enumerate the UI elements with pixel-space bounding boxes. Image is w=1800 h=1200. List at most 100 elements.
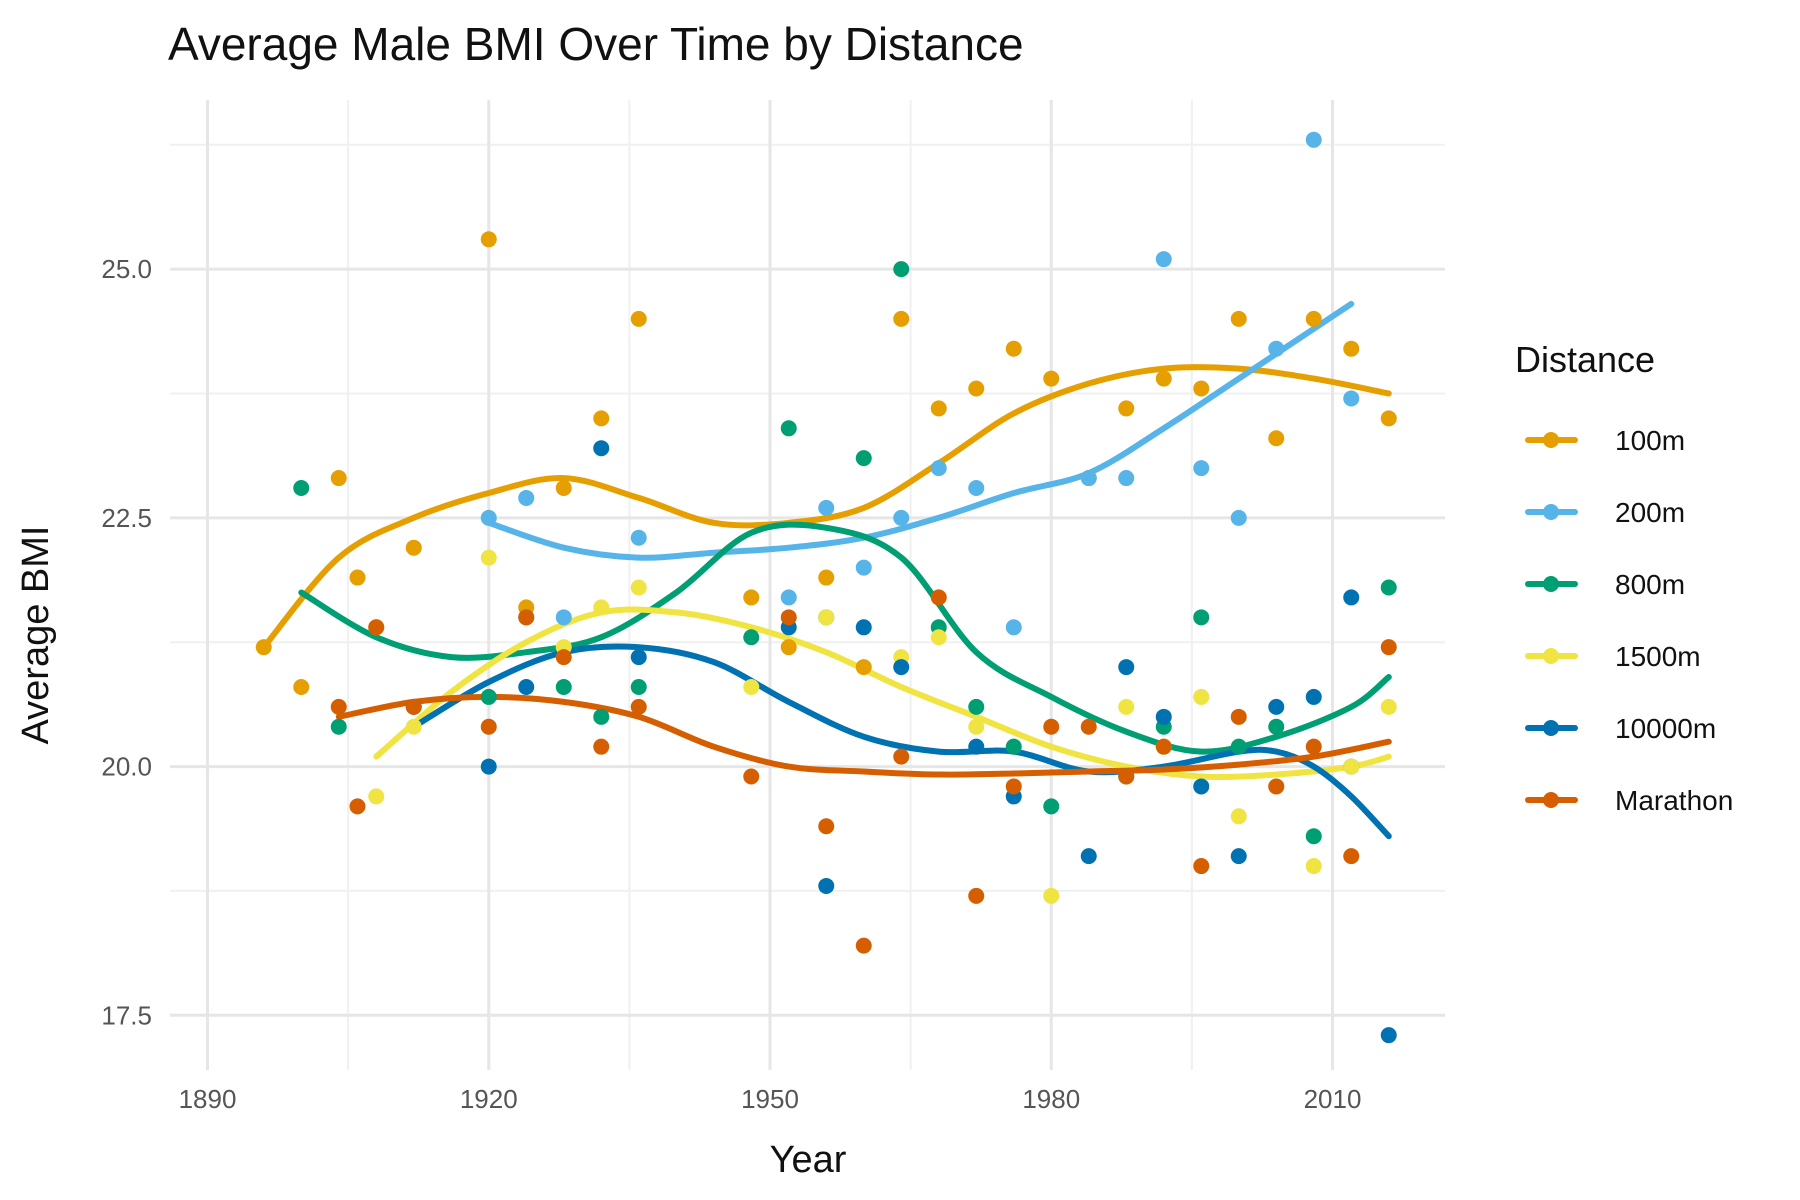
data-point-100m — [1268, 430, 1285, 447]
data-point-10000m — [1268, 698, 1285, 715]
series-marathon-points — [330, 589, 1397, 954]
trend-line-800m — [298, 521, 1392, 755]
data-point-100m — [1380, 410, 1397, 427]
data-point-200m — [780, 589, 797, 606]
legend-marker-marathon — [1543, 792, 1559, 808]
data-point-800m — [968, 698, 985, 715]
data-point-200m — [555, 609, 572, 626]
data-point-10000m — [893, 659, 910, 676]
data-point-marathon — [780, 609, 797, 626]
legend-item-100m: 100m — [1525, 425, 1685, 456]
trend-lines — [260, 300, 1392, 840]
data-point-200m — [1080, 470, 1097, 487]
data-point-800m — [293, 480, 310, 496]
data-point-marathon — [1343, 848, 1360, 865]
data-points — [255, 131, 1397, 1044]
data-point-200m — [630, 529, 647, 546]
data-point-marathon — [818, 818, 835, 835]
legend-item-marathon: Marathon — [1525, 785, 1733, 816]
data-point-1500m — [1193, 688, 1210, 705]
data-point-100m — [293, 678, 310, 695]
data-point-100m — [893, 310, 910, 327]
data-point-marathon — [1043, 718, 1060, 735]
data-point-1500m — [818, 609, 835, 626]
data-point-100m — [349, 569, 366, 586]
data-point-800m — [743, 629, 760, 646]
data-point-1500m — [593, 599, 610, 616]
data-point-800m — [1005, 738, 1022, 755]
data-point-1500m — [743, 678, 760, 695]
data-point-200m — [518, 489, 535, 506]
data-point-1500m — [630, 579, 647, 596]
data-point-10000m — [855, 619, 872, 636]
legend-label-200m: 200m — [1615, 497, 1685, 528]
data-point-10000m — [1193, 778, 1210, 795]
data-point-100m — [330, 470, 347, 487]
legend-label-10000m: 10000m — [1615, 713, 1716, 744]
data-point-100m — [480, 231, 497, 248]
data-point-1500m — [1305, 858, 1322, 875]
data-point-10000m — [518, 678, 535, 695]
data-point-100m — [1305, 310, 1322, 327]
y-tick-label: 20.0 — [101, 752, 152, 782]
data-point-800m — [1043, 798, 1060, 815]
legend-marker-800m — [1543, 576, 1559, 592]
x-tick-label: 2010 — [1304, 1084, 1362, 1114]
x-tick-label: 1950 — [741, 1084, 799, 1114]
data-point-100m — [1005, 340, 1022, 357]
data-point-800m — [780, 420, 797, 437]
data-point-marathon — [968, 887, 985, 904]
legend-label-marathon: Marathon — [1615, 785, 1733, 816]
trend-line-10000m — [410, 643, 1392, 840]
data-point-100m — [405, 539, 422, 556]
data-point-marathon — [743, 768, 760, 785]
data-point-1500m — [480, 549, 497, 566]
data-point-10000m — [1155, 708, 1172, 725]
data-point-marathon — [630, 698, 647, 715]
legend-marker-200m — [1543, 504, 1559, 520]
legend-marker-10000m — [1543, 720, 1559, 736]
data-point-10000m — [1343, 589, 1360, 606]
data-point-marathon — [1193, 858, 1210, 875]
y-tick-label: 17.5 — [101, 1000, 152, 1030]
data-point-200m — [1155, 251, 1172, 268]
data-point-10000m — [480, 758, 497, 775]
y-tick-label: 25.0 — [101, 254, 152, 284]
trend-line-marathon — [335, 693, 1392, 778]
data-point-marathon — [518, 609, 535, 626]
data-point-200m — [1268, 340, 1285, 357]
data-point-800m — [855, 450, 872, 467]
data-point-800m — [330, 718, 347, 735]
data-point-marathon — [1080, 718, 1097, 735]
data-point-marathon — [405, 698, 422, 715]
data-point-200m — [968, 480, 985, 496]
trend-line-200m — [485, 300, 1355, 561]
data-point-100m — [743, 589, 760, 606]
data-point-marathon — [1268, 778, 1285, 795]
data-point-marathon — [555, 649, 572, 666]
legend-label-800m: 800m — [1615, 569, 1685, 600]
data-point-200m — [480, 509, 497, 526]
data-point-100m — [1043, 370, 1060, 387]
legend: Distance 100m 200m 800m 1500m 10000m Marathon — [1515, 339, 1733, 816]
y-tick-label: 22.5 — [101, 503, 152, 533]
data-point-100m — [1343, 340, 1360, 357]
data-point-1500m — [368, 788, 385, 805]
data-point-marathon — [1380, 639, 1397, 656]
data-point-marathon — [349, 798, 366, 815]
legend-marker-100m — [1543, 432, 1559, 448]
legend-item-10000m: 10000m — [1525, 713, 1716, 744]
data-point-200m — [1343, 390, 1360, 407]
data-point-1500m — [1380, 698, 1397, 715]
data-point-10000m — [1230, 848, 1247, 865]
y-axis-title: Average BMI — [15, 526, 57, 745]
legend-item-200m: 200m — [1525, 497, 1685, 528]
data-point-100m — [593, 410, 610, 427]
data-point-1500m — [1230, 808, 1247, 825]
y-axis-ticks: 17.5 20.0 22.5 25.0 — [101, 254, 152, 1030]
data-point-marathon — [1005, 778, 1022, 795]
data-point-200m — [1230, 509, 1247, 526]
data-point-10000m — [1305, 688, 1322, 705]
data-point-200m — [893, 509, 910, 526]
